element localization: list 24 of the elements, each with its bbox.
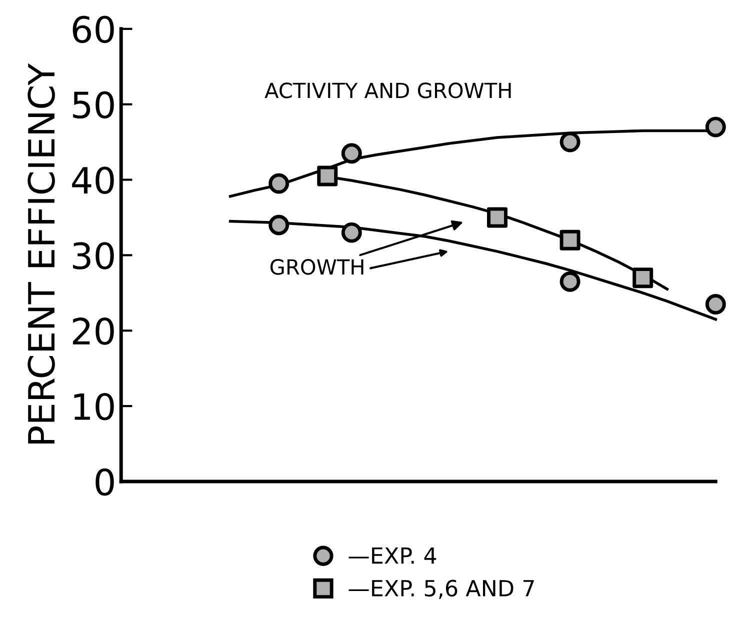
point xyxy=(487,207,508,228)
y-tick-label: 30 xyxy=(73,242,114,270)
y-tick-label: 40 xyxy=(72,166,114,194)
point xyxy=(317,166,338,186)
annotation: GROWTH xyxy=(270,259,364,275)
y-tick-label: 50 xyxy=(73,91,114,119)
point xyxy=(560,132,580,152)
point xyxy=(341,222,362,243)
point xyxy=(560,230,580,250)
legend-label: —EXP. 4 xyxy=(348,547,436,564)
legend-label: —EXP. 5,6 AND 7 xyxy=(348,580,534,599)
y-tick-label: 0 xyxy=(96,468,114,496)
point xyxy=(632,268,654,288)
y-tick-label: 60 xyxy=(72,16,114,44)
point xyxy=(705,294,726,314)
point xyxy=(268,173,290,194)
point xyxy=(268,214,290,236)
y-tick-label: 10 xyxy=(74,392,114,420)
y-axis-title: PERCENT EFFICIENCY xyxy=(28,63,55,444)
point xyxy=(560,271,580,292)
annotation: ACTIVITY AND GROWTH xyxy=(264,82,511,98)
point xyxy=(341,143,362,164)
point xyxy=(705,116,726,138)
y-tick-label: 20 xyxy=(72,318,114,345)
